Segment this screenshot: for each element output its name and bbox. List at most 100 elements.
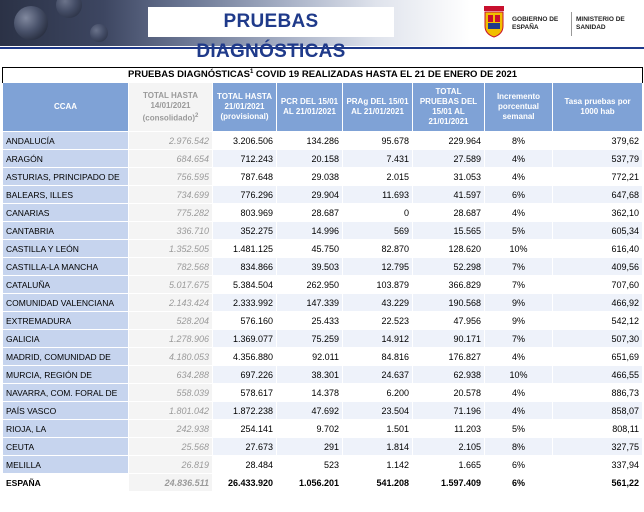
cell-inc: 9% [484,293,553,312]
cell-tp: 41.597 [412,185,485,204]
cell-inc: 8% [484,131,553,150]
cell-ref: 528.204 [128,311,213,330]
cell-prag: 6.200 [342,383,413,402]
table-row: GALICIA 1.278.906 1.369.077 75.259 14.912 90.… [2,329,644,348]
cell-tp: 190.568 [412,293,485,312]
cell-inc: 4% [484,383,553,402]
cell-prag: 569 [342,221,413,240]
cell-tp: 1.597.409 [412,473,485,492]
gov-label: GOBIERNO DE ESPAÑA [512,16,559,31]
cell-prag: 82.870 [342,239,413,258]
cell-total: 1.872.238 [212,401,277,420]
cell-tasa: 379,62 [551,131,644,150]
cell-ccaa: ARAGÓN [2,149,129,168]
cell-tasa: 886,73 [551,383,644,402]
ministry-label: MINISTERIO DE SANIDAD [576,16,625,31]
table-caption: PRUEBAS DIAGNÓSTICAS1 COVID 19 REALIZADA… [1,67,644,83]
cell-tasa: 605,34 [551,221,644,240]
cell-prag: 1.501 [342,419,413,438]
cell-tp: 11.203 [412,419,485,438]
table-row: PAÍS VASCO 1.801.042 1.872.238 47.692 23.504… [2,401,644,420]
cell-total: 803.969 [212,203,277,222]
cell-tp: 2.105 [412,437,485,456]
cell-ref: 782.568 [128,257,213,276]
cell-pcr: 20.158 [276,149,343,168]
cell-total: 4.356.880 [212,347,277,366]
cell-total: 2.333.992 [212,293,277,312]
cell-inc: 5% [484,221,553,240]
cell-inc: 8% [484,437,553,456]
cell-tasa: 507,30 [551,329,644,348]
virus-icon [90,24,108,42]
cell-total: 5.384.504 [212,275,277,294]
cell-inc: 4% [484,203,553,222]
table-row: CANARIAS 775.282 803.969 28.687 0 28.687 4% 362… [2,203,644,222]
cell-pcr: 92.011 [276,347,343,366]
table-row: COMUNIDAD VALENCIANA 2.143.424 2.333.992 14… [2,293,644,312]
cell-total: 27.673 [212,437,277,456]
cell-tp: 71.196 [412,401,485,420]
col-header-incremento: Incremento porcentual semanal [484,82,553,132]
cell-prag: 23.504 [342,401,413,420]
cell-total: 578.617 [212,383,277,402]
cell-total: 352.275 [212,221,277,240]
cell-ccaa: CASTILLA Y LEÓN [2,239,129,258]
cell-tasa: 327,75 [551,437,644,456]
cell-ref: 756.595 [128,167,213,186]
cell-ccaa: ANDALUCÍA [2,131,129,150]
cell-total: 834.866 [212,257,277,276]
cell-inc: 7% [484,329,553,348]
col-header-tasa: Tasa pruebas por 1000 hab [551,82,644,132]
cell-inc: 7% [484,257,553,276]
cell-ref: 1.352.505 [128,239,213,258]
cell-tasa: 561,22 [551,473,644,492]
coat-of-arms-icon [484,6,504,38]
cell-pcr: 28.687 [276,203,343,222]
cell-prag: 22.523 [342,311,413,330]
cell-ref: 2.143.424 [128,293,213,312]
col-header-prag: PRAg DEL 15/01 AL 21/01/2021 [342,82,413,132]
cell-total: 712.243 [212,149,277,168]
cell-ccaa: NAVARRA, COM. FORAL DE [2,383,129,402]
cell-prag: 2.015 [342,167,413,186]
cell-tp: 1.665 [412,455,485,474]
cell-tasa: 466,55 [551,365,644,384]
cell-inc: 7% [484,275,553,294]
table-row: BALEARS, ILLES 734.699 776.296 29.904 11.693… [2,185,644,204]
cell-pcr: 29.038 [276,167,343,186]
cell-ref: 336.710 [128,221,213,240]
cell-ref: 4.180.053 [128,347,213,366]
cell-total: 697.226 [212,365,277,384]
cell-pcr: 14.996 [276,221,343,240]
cell-total: 787.648 [212,167,277,186]
col-header-total: TOTAL HASTA 21/01/2021 (provisional) [212,82,277,132]
cell-ref: 25.568 [128,437,213,456]
table-row: MURCIA, REGIÓN DE 634.288 697.226 38.301 24.… [2,365,644,384]
cell-ccaa: EXTREMADURA [2,311,129,330]
cell-tp: 31.053 [412,167,485,186]
cell-prag: 95.678 [342,131,413,150]
virus-icon [14,6,48,40]
col-header-ccaa: CCAA [2,82,129,132]
cell-total: 776.296 [212,185,277,204]
cell-tasa: 772,21 [551,167,644,186]
cell-inc: 6% [484,455,553,474]
cell-ref: 26.819 [128,455,213,474]
cell-tasa: 409,56 [551,257,644,276]
cell-inc: 5% [484,419,553,438]
cell-pcr: 1.056.201 [276,473,343,492]
col-header-ref-total: TOTAL HASTA 14/01/2021 (consolidado)2 [128,82,213,132]
cell-total: 1.481.125 [212,239,277,258]
table-row: ANDALUCÍA 2.976.542 3.206.506 134.286 95.678… [2,131,644,150]
cell-tp: 229.964 [412,131,485,150]
cell-tp: 28.687 [412,203,485,222]
cell-ccaa: ESPAÑA [2,473,129,492]
cell-pcr: 523 [276,455,343,474]
cell-total: 3.206.506 [212,131,277,150]
cell-tasa: 616,40 [551,239,644,258]
cell-ref: 558.039 [128,383,213,402]
cell-inc: 6% [484,185,553,204]
cell-ccaa: CANARIAS [2,203,129,222]
cell-tasa: 362,10 [551,203,644,222]
cell-tp: 15.565 [412,221,485,240]
